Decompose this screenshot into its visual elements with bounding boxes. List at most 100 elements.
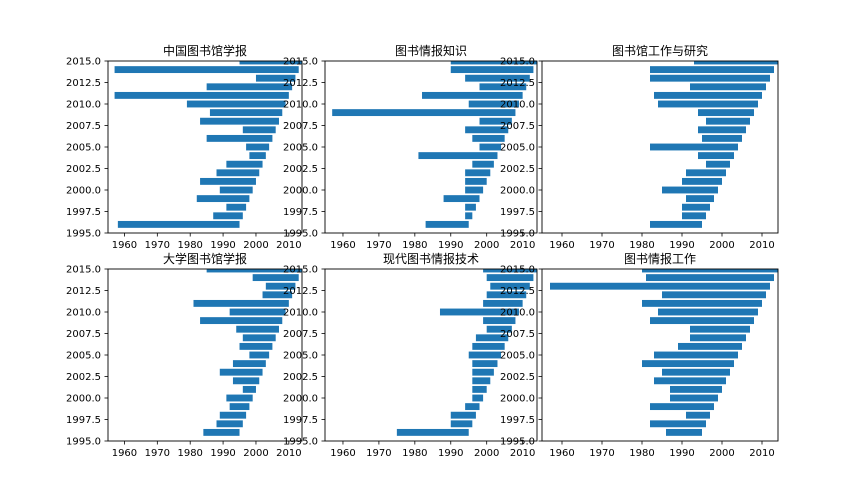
bar: [216, 420, 243, 428]
bar: [642, 299, 762, 307]
y-tick-label: 1997.5: [283, 415, 318, 426]
bar: [465, 126, 509, 134]
y-tick-label: 2005.0: [66, 143, 101, 154]
bar: [662, 368, 730, 376]
y-tick-label: 2015.0: [283, 57, 318, 68]
bar: [242, 385, 256, 393]
y-tick-label: 1995.0: [500, 437, 535, 448]
bar: [682, 212, 706, 220]
bar: [472, 385, 487, 393]
x-tick-label: 1990: [669, 448, 694, 459]
bar: [239, 342, 273, 350]
bar: [242, 126, 276, 134]
x-tick-label: 1960: [112, 240, 137, 251]
bar: [650, 143, 738, 151]
bar: [702, 134, 742, 142]
x-tick-label: 1990: [210, 240, 235, 251]
y-tick-label: 2007.5: [500, 329, 535, 340]
x-tick-label: 2010: [276, 240, 301, 251]
bar: [682, 177, 722, 185]
y-tick-label: 2015.0: [283, 265, 318, 276]
y-tick-label: 1997.5: [66, 207, 101, 218]
y-tick-label: 2012.5: [500, 78, 535, 89]
bar: [219, 368, 263, 376]
y-tick-label: 2012.5: [283, 78, 318, 89]
bar: [239, 61, 302, 65]
y-tick-label: 1995.0: [66, 229, 101, 240]
bar: [226, 394, 253, 402]
bar: [422, 91, 523, 99]
x-tick-label: 1980: [629, 448, 654, 459]
bar: [200, 177, 256, 185]
bar: [690, 83, 766, 91]
x-tick-label: 1970: [366, 240, 391, 251]
bar: [114, 91, 289, 99]
bar: [468, 100, 520, 108]
x-tick-label: 2000: [474, 448, 499, 459]
bar: [654, 351, 738, 359]
bar: [650, 420, 706, 428]
x-tick-label: 1980: [402, 448, 427, 459]
y-tick-label: 2002.5: [283, 372, 318, 383]
bar: [486, 274, 534, 282]
chart-title: 中国图书馆学报: [163, 43, 247, 58]
bar: [332, 109, 516, 117]
x-tick-label: 2010: [510, 240, 535, 251]
x-tick-label: 2010: [749, 448, 774, 459]
y-tick-label: 2002.5: [66, 372, 101, 383]
y-tick-label: 1995.0: [283, 437, 318, 448]
bar: [468, 351, 502, 359]
y-tick-label: 2012.5: [66, 78, 101, 89]
bar: [465, 203, 476, 211]
bar: [249, 351, 270, 359]
x-tick-label: 1970: [366, 448, 391, 459]
bar: [650, 74, 770, 82]
bar: [479, 83, 527, 91]
y-tick-label: 2000.0: [500, 394, 535, 405]
x-tick-label: 1970: [589, 448, 614, 459]
bar: [550, 282, 770, 290]
bar: [686, 195, 714, 203]
bar: [200, 117, 279, 125]
y-tick-label: 2002.5: [500, 372, 535, 383]
y-tick-label: 1997.5: [283, 207, 318, 218]
bar: [465, 177, 487, 185]
chart-title: 图书情报知识: [395, 43, 467, 58]
y-tick-label: 2015.0: [500, 57, 535, 68]
y-tick-label: 2002.5: [66, 164, 101, 175]
bar: [262, 291, 293, 299]
x-tick-label: 1960: [330, 448, 355, 459]
bar: [479, 117, 512, 125]
y-tick-label: 2000.0: [283, 394, 318, 405]
y-tick-label: 2010.0: [66, 308, 101, 319]
bar: [465, 186, 484, 194]
bar: [472, 342, 505, 350]
x-tick-label: 1990: [669, 240, 694, 251]
bar: [678, 342, 742, 350]
y-tick-label: 2015.0: [66, 57, 101, 68]
chart-panel: 1960 1970 1980 1990 2000 20101995.01997.52000…: [283, 251, 538, 459]
bar: [450, 66, 534, 74]
bar: [658, 100, 758, 108]
y-tick-label: 2007.5: [283, 329, 318, 340]
x-tick-label: 1970: [589, 240, 614, 251]
y-tick-label: 2000.0: [66, 394, 101, 405]
y-tick-label: 2010.0: [283, 308, 318, 319]
x-tick-label: 1970: [145, 448, 170, 459]
y-tick-label: 2005.0: [283, 351, 318, 362]
bar: [117, 220, 240, 228]
y-tick-label: 2010.0: [500, 308, 535, 319]
bar: [219, 186, 253, 194]
bar: [206, 134, 273, 142]
bar: [465, 74, 530, 82]
bar: [706, 117, 750, 125]
y-tick-label: 1997.5: [500, 207, 535, 218]
bar: [193, 299, 289, 307]
bar: [450, 411, 476, 419]
y-tick-label: 1995.0: [66, 437, 101, 448]
x-tick-label: 2000: [709, 240, 734, 251]
bar: [226, 203, 247, 211]
bar: [213, 212, 243, 220]
bar: [472, 368, 494, 376]
y-tick-label: 2012.5: [283, 286, 318, 297]
